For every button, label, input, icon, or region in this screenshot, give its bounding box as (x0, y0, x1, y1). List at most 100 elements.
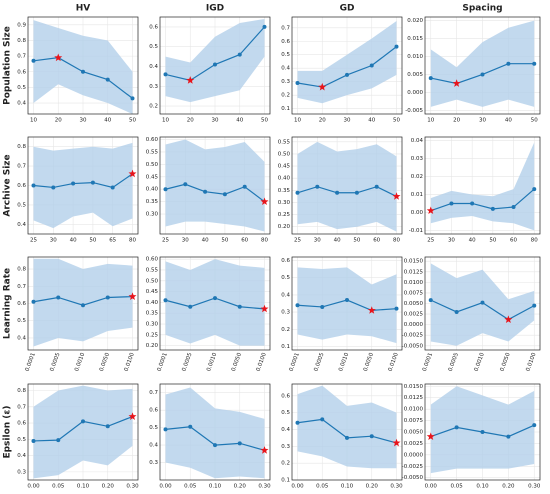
point (188, 424, 193, 429)
point (222, 192, 227, 197)
line (33, 173, 133, 189)
x-tick-label: 50 (221, 238, 228, 244)
point (506, 434, 511, 439)
best-star (128, 292, 137, 301)
y-tick-label: 0.55 (146, 149, 159, 155)
y-tick-label: 0.4 (17, 453, 26, 459)
y-tick-label: 0.4 (281, 427, 290, 433)
x-tick-label: 50 (353, 238, 360, 244)
point (428, 76, 433, 81)
point (532, 187, 537, 192)
y-tick-label: 0.8 (17, 388, 26, 394)
panel-border (424, 136, 541, 235)
band (297, 385, 397, 469)
x-tick-label: 0.05 (316, 484, 329, 490)
point (163, 72, 168, 77)
x-tick-label: 0.0100 (525, 352, 537, 373)
point (237, 441, 242, 446)
y-tick-label: 0.0125 (404, 395, 424, 401)
best-star (128, 412, 137, 420)
y-tick-label: 0.4 (17, 101, 26, 107)
point (532, 61, 537, 66)
x-tick-label: 0.05 (52, 484, 65, 490)
point (315, 184, 320, 189)
y-tick-label: -0.0025 (402, 333, 424, 339)
y-tick-label: 0.8 (17, 38, 26, 44)
x-tick-label: 0.0050 (231, 352, 243, 373)
x-tick-label: 0.0001 (25, 352, 37, 372)
y-tick-label: 0.35 (146, 199, 159, 205)
x-tick-label: 80 (261, 238, 268, 244)
x-tick-label: 40 (202, 238, 209, 244)
best-star (426, 432, 435, 440)
y-tick-label: 0.40 (146, 187, 159, 193)
y-tick-label: 0.2 (281, 461, 290, 467)
x-tick-label: 30 (344, 118, 351, 124)
y-tick-label: 0.0050 (404, 430, 424, 436)
y-tick-label: -0.0025 (402, 464, 424, 470)
point (213, 443, 217, 448)
panel-border (27, 383, 139, 481)
y-tick-label: 0.6 (17, 183, 26, 189)
panel-border (159, 16, 271, 115)
y-tick-label: 0.0050 (404, 301, 424, 307)
x-tick-label: 0.30 (390, 484, 403, 490)
band (297, 267, 397, 344)
point (237, 52, 242, 57)
panel-border (159, 136, 271, 235)
y-tick-label: 0.40 (278, 176, 291, 182)
x-tick-label: 0.0001 (157, 352, 169, 372)
x-tick-label: 50 (489, 238, 496, 244)
y-tick-label: 0.45 (278, 164, 291, 170)
x-tick-label: 80 (393, 238, 400, 244)
x-tick-label: 0.0050 (363, 352, 375, 373)
point (262, 24, 267, 29)
x-tick-label: 80 (531, 238, 538, 244)
point (345, 435, 349, 440)
x-tick-label: 30 (479, 118, 486, 124)
point (31, 58, 36, 63)
best-star (186, 76, 195, 84)
y-tick-label: 0.2 (149, 104, 158, 110)
x-tick-label: 0.0010 (338, 352, 350, 373)
y-tick-label: 0.5 (17, 202, 26, 208)
x-tick-label: 10 (162, 118, 169, 124)
y-tick-label: 0.0075 (404, 290, 424, 296)
row-label: Epsilon (ε) (3, 405, 13, 458)
point (320, 304, 325, 309)
x-tick-label: 30 (212, 118, 219, 124)
band (165, 259, 265, 346)
y-tick-label: 0.1 (281, 478, 290, 484)
x-tick-label: 0.10 (341, 484, 354, 490)
point (31, 438, 36, 443)
best-star (128, 169, 137, 178)
y-tick-label: 0.50 (146, 162, 159, 168)
y-tick-label: 0.2 (281, 93, 290, 99)
y-tick-label: 0.00 (411, 210, 424, 216)
x-tick-label: 25 (30, 238, 37, 244)
point (295, 190, 300, 195)
x-tick-label: 40 (469, 238, 476, 244)
point (81, 303, 85, 308)
x-tick-label: 60 (241, 238, 248, 244)
y-tick-label: 0.50 (278, 151, 291, 157)
y-tick-label: 0.02 (411, 174, 423, 180)
x-tick-label: 50 (393, 118, 400, 124)
y-tick-label: 0.03 (411, 156, 424, 162)
y-tick-label: 0.55 (146, 267, 159, 273)
point (506, 61, 511, 66)
point (320, 417, 325, 422)
point (369, 434, 374, 439)
y-tick-label: 0.7 (17, 284, 26, 290)
y-tick-label: 0.6 (17, 69, 26, 75)
band (165, 387, 265, 479)
x-tick-label: 30 (80, 118, 87, 124)
x-tick-label: 0.0005 (49, 352, 61, 373)
x-tick-label: 20 (453, 118, 460, 124)
point (374, 184, 379, 189)
y-tick-label: -0.01 (409, 228, 423, 234)
y-tick-label: 0.4 (17, 222, 26, 228)
y-tick-label: 0.3 (149, 84, 158, 90)
y-tick-label: 0.015 (407, 36, 423, 42)
x-tick-label: 0.0005 (448, 352, 460, 373)
